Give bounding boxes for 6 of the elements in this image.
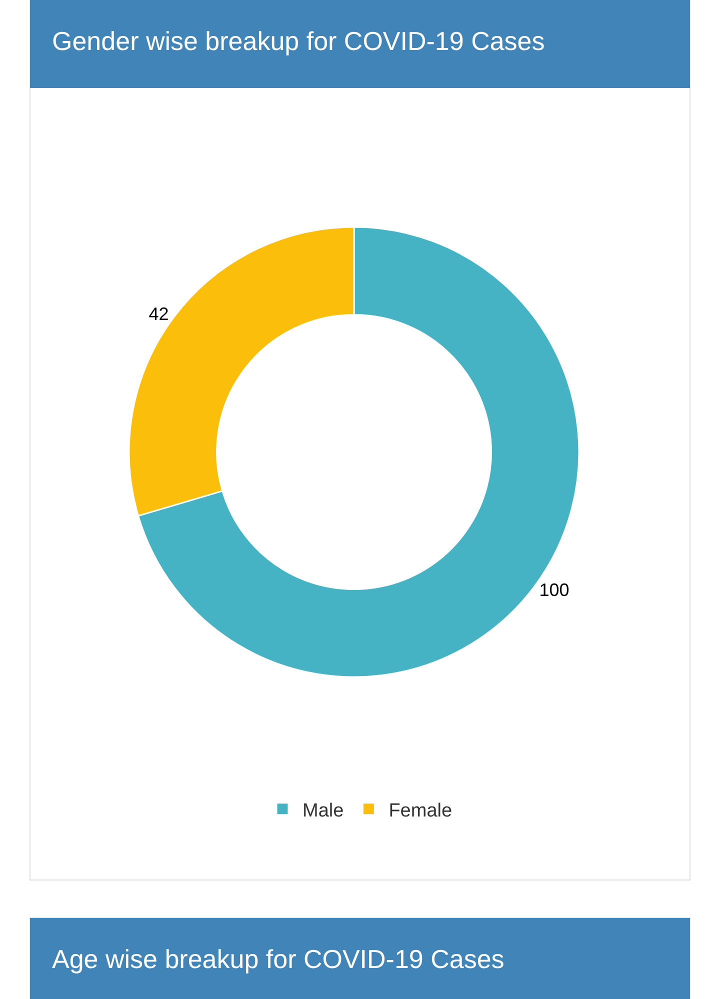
- legend-label: Male: [302, 800, 344, 822]
- text: Age wise breakup for COVID-19 Cases: [52, 944, 504, 974]
- chart-title: Gender wise breakup for COVID-19 Cases: [52, 26, 545, 56]
- data-label: 100: [539, 580, 570, 600]
- data-label: 42: [148, 304, 169, 324]
- legend-label: Female: [388, 800, 452, 822]
